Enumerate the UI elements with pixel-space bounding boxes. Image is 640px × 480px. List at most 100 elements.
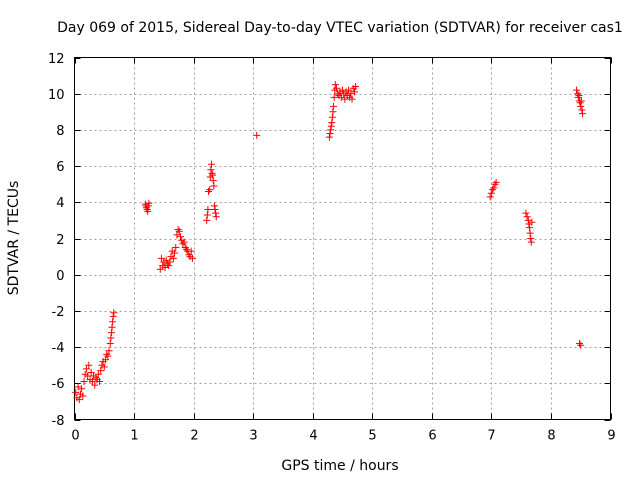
data-point	[347, 90, 355, 98]
data-point	[578, 106, 586, 114]
data-point	[574, 93, 582, 101]
x-tick-label: 2	[190, 429, 198, 444]
data-point	[487, 189, 495, 197]
x-tick-label: 4	[309, 429, 317, 444]
data-point	[109, 318, 117, 326]
data-point	[165, 262, 173, 270]
data-point	[579, 110, 587, 118]
data-point	[574, 90, 582, 98]
data-point	[157, 254, 165, 262]
data-point	[211, 206, 219, 214]
x-tick-label: 0	[71, 429, 79, 444]
data-point	[523, 213, 531, 221]
data-point	[169, 254, 177, 262]
data-point	[207, 160, 215, 168]
data-point	[203, 211, 211, 219]
x-axis-label: GPS time / hours	[281, 458, 398, 474]
y-tick-label: 12	[48, 52, 65, 67]
y-tick-label: 4	[56, 196, 64, 211]
data-point	[350, 88, 358, 96]
data-point	[87, 368, 95, 376]
data-point	[210, 182, 218, 190]
data-point	[80, 377, 88, 385]
data-point	[92, 374, 100, 382]
data-point	[75, 396, 83, 404]
data-point	[162, 256, 170, 264]
data-point	[74, 383, 82, 391]
data-point	[79, 392, 87, 400]
data-point	[489, 186, 497, 194]
data-point	[330, 102, 338, 110]
data-point	[327, 126, 335, 134]
data-point	[166, 258, 174, 266]
data-point	[173, 231, 181, 239]
data-point	[326, 130, 334, 138]
data-point	[109, 312, 117, 320]
data-point	[105, 347, 113, 355]
data-point	[145, 199, 153, 207]
data-point	[209, 171, 217, 179]
data-point	[491, 180, 499, 188]
data-point	[84, 372, 92, 380]
y-tick-label: -2	[52, 305, 65, 320]
data-point	[328, 119, 336, 127]
data-point	[329, 108, 337, 116]
data-point	[88, 377, 96, 385]
data-point	[325, 133, 333, 141]
data-point	[141, 200, 149, 208]
data-point	[528, 218, 536, 226]
data-point	[101, 356, 109, 364]
data-point	[575, 92, 583, 100]
data-point	[576, 99, 584, 107]
data-point	[182, 245, 190, 253]
data-point	[106, 339, 114, 347]
data-point	[78, 385, 86, 393]
data-point	[205, 187, 212, 195]
data-point	[172, 244, 180, 252]
data-point	[156, 265, 164, 273]
data-point	[212, 213, 220, 221]
chart-title: Day 069 of 2015, Sidereal Day-to-day VTE…	[57, 20, 623, 36]
data-point	[204, 206, 212, 214]
data-point	[110, 309, 118, 317]
data-point	[175, 227, 183, 235]
data-point	[85, 361, 93, 369]
data-point	[328, 113, 336, 121]
data-point	[104, 352, 112, 360]
data-point	[161, 263, 169, 271]
data-point	[107, 329, 115, 337]
x-tick-label: 6	[428, 429, 436, 444]
plot-frame	[74, 57, 611, 420]
y-tick-label: -6	[52, 377, 65, 392]
data-point	[577, 341, 585, 349]
data-point	[174, 225, 182, 233]
data-point	[94, 370, 102, 378]
data-point	[344, 86, 352, 94]
data-point	[352, 82, 360, 90]
data-point	[490, 184, 498, 192]
data-point	[526, 224, 534, 232]
x-tick-label: 9	[607, 429, 615, 444]
x-tick-label: 3	[249, 429, 257, 444]
data-point	[107, 334, 115, 342]
y-tick-label: 2	[56, 233, 64, 248]
data-point	[143, 204, 151, 212]
data-point	[203, 216, 211, 224]
y-tick-label: -8	[52, 414, 65, 429]
data-point	[527, 235, 535, 242]
data-point	[96, 377, 104, 385]
x-tick-label: 1	[130, 429, 138, 444]
data-point	[573, 86, 581, 94]
x-tick-label: 5	[368, 429, 376, 444]
data-point	[209, 177, 217, 185]
data-point	[185, 251, 193, 259]
y-tick-label: 8	[56, 124, 64, 139]
data-point	[72, 388, 80, 396]
data-point	[577, 102, 585, 110]
data-point	[108, 323, 116, 331]
data-point	[253, 131, 261, 139]
y-axis-label: SDTVAR / TECUs	[6, 181, 22, 296]
data-markers	[72, 81, 587, 404]
